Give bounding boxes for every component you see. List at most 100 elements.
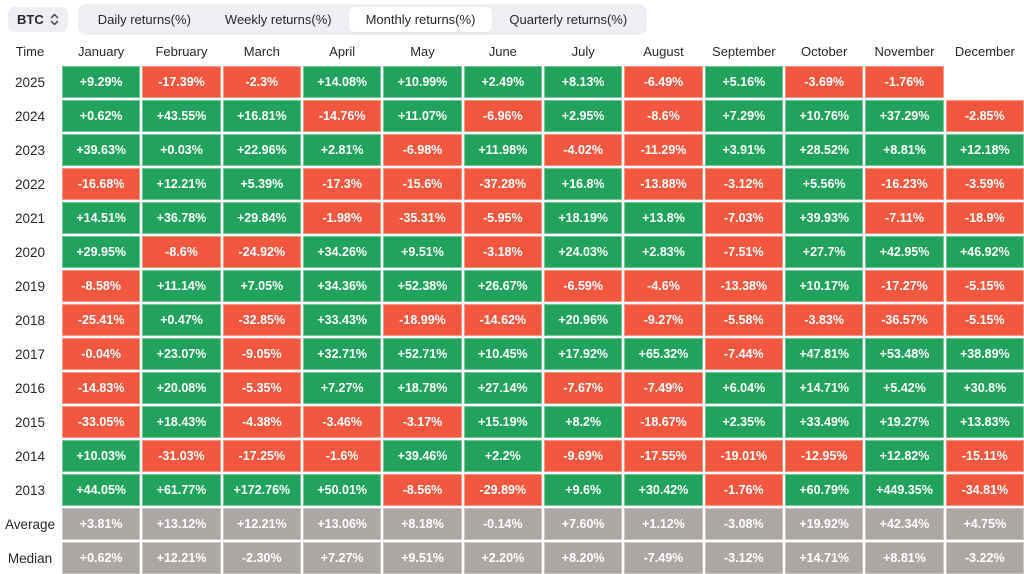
return-cell: +12.18%: [945, 134, 1024, 166]
return-cell: +52.71%: [383, 338, 462, 370]
return-cell: -17.39%: [142, 66, 221, 98]
return-cell: +2.35%: [704, 406, 783, 438]
row-label: 2015: [0, 406, 60, 438]
return-cell: -6.49%: [624, 66, 703, 98]
toolbar: BTC Daily returns(%) Weekly returns(%) Mon…: [0, 0, 1024, 36]
return-cell: +2.20%: [463, 542, 542, 574]
return-cell: -1.6%: [303, 440, 382, 472]
return-cell: +16.8%: [544, 168, 623, 200]
return-cell: +11.14%: [142, 270, 221, 302]
return-cell: +10.03%: [62, 440, 141, 472]
return-cell: -15.11%: [945, 440, 1024, 472]
return-cell: +24.03%: [544, 236, 623, 268]
return-cell: +34.26%: [303, 236, 382, 268]
return-cell: +9.51%: [383, 236, 462, 268]
return-cell: +12.21%: [222, 508, 301, 540]
return-cell: +50.01%: [303, 474, 382, 506]
symbol-selector[interactable]: BTC: [8, 6, 68, 32]
return-cell: -12.95%: [785, 440, 864, 472]
return-cell: +14.71%: [785, 372, 864, 404]
month-header: October: [785, 38, 864, 64]
updown-chevron-icon: [50, 13, 59, 26]
return-cell: +10.99%: [383, 66, 462, 98]
return-cell: +18.43%: [142, 406, 221, 438]
return-cell: -14.76%: [303, 100, 382, 132]
return-cell: +0.47%: [142, 304, 221, 336]
return-cell: -31.03%: [142, 440, 221, 472]
return-cell: -3.18%: [463, 236, 542, 268]
return-cell: -4.6%: [624, 270, 703, 302]
row-label: 2023: [0, 134, 60, 166]
return-cell: +4.75%: [945, 508, 1024, 540]
return-cell: +65.32%: [624, 338, 703, 370]
month-header: June: [463, 38, 542, 64]
return-cell: +47.81%: [785, 338, 864, 370]
return-cell: -0.14%: [463, 508, 542, 540]
return-cell: +43.55%: [142, 100, 221, 132]
row-label: 2020: [0, 236, 60, 268]
return-cell: -7.49%: [624, 542, 703, 574]
return-cell: +20.96%: [544, 304, 623, 336]
month-header: November: [865, 38, 944, 64]
return-cell: -8.6%: [142, 236, 221, 268]
return-cell: +14.08%: [303, 66, 382, 98]
row-label: 2014: [0, 440, 60, 472]
return-cell: -2.3%: [222, 66, 301, 98]
row-label: 2018: [0, 304, 60, 336]
return-cell: -6.98%: [383, 134, 462, 166]
return-cell: -19.01%: [704, 440, 783, 472]
return-cell: +2.95%: [544, 100, 623, 132]
return-cell: -24.92%: [222, 236, 301, 268]
return-cell: +7.05%: [222, 270, 301, 302]
return-cell: -8.6%: [624, 100, 703, 132]
return-cell: -17.55%: [624, 440, 703, 472]
row-label: 2021: [0, 202, 60, 234]
return-cell: -4.38%: [222, 406, 301, 438]
tab-weekly-returns[interactable]: Weekly returns(%): [224, 11, 332, 27]
return-cell: -3.17%: [383, 406, 462, 438]
return-cell: -17.3%: [303, 168, 382, 200]
return-cell: -3.22%: [945, 542, 1024, 574]
return-cell: -15.6%: [383, 168, 462, 200]
return-cell: +2.81%: [303, 134, 382, 166]
return-cell: -7.11%: [865, 202, 944, 234]
return-cell: -3.69%: [785, 66, 864, 98]
returns-tab-group: Daily returns(%) Weekly returns(%) Monthly…: [77, 3, 648, 35]
return-cell: +36.78%: [142, 202, 221, 234]
returns-table: Time January February March April May June July…: [0, 38, 1024, 574]
return-cell: +22.96%: [222, 134, 301, 166]
return-cell: +10.45%: [463, 338, 542, 370]
return-cell: -37.28%: [463, 168, 542, 200]
return-cell: +30.42%: [624, 474, 703, 506]
tab-quarterly-returns[interactable]: Quarterly returns(%): [509, 11, 628, 27]
return-cell: +28.52%: [785, 134, 864, 166]
return-cell: +10.76%: [785, 100, 864, 132]
return-cell: +172.76%: [222, 474, 301, 506]
return-cell: +33.49%: [785, 406, 864, 438]
row-label: 2025: [0, 66, 60, 98]
return-cell: +8.18%: [383, 508, 462, 540]
return-cell: -5.15%: [945, 304, 1024, 336]
return-cell: +37.29%: [865, 100, 944, 132]
return-cell: +3.91%: [704, 134, 783, 166]
symbol-label: BTC: [17, 11, 44, 27]
return-cell: -5.35%: [222, 372, 301, 404]
return-cell: +19.27%: [865, 406, 944, 438]
return-cell: +38.89%: [945, 338, 1024, 370]
return-cell: +14.71%: [785, 542, 864, 574]
return-cell: -18.9%: [945, 202, 1024, 234]
return-cell: -0.04%: [62, 338, 141, 370]
return-cell: -9.69%: [544, 440, 623, 472]
tab-monthly-returns[interactable]: Monthly returns(%): [348, 6, 493, 32]
return-cell: +8.20%: [544, 542, 623, 574]
return-cell: +8.81%: [865, 134, 944, 166]
time-header: Time: [0, 38, 60, 64]
return-cell: -2.85%: [945, 100, 1024, 132]
return-cell: +27.7%: [785, 236, 864, 268]
return-cell: +2.49%: [463, 66, 542, 98]
return-cell: +42.34%: [865, 508, 944, 540]
tab-daily-returns[interactable]: Daily returns(%): [97, 11, 191, 27]
row-label: 2013: [0, 474, 60, 506]
return-cell: -8.56%: [383, 474, 462, 506]
return-cell: -18.67%: [624, 406, 703, 438]
